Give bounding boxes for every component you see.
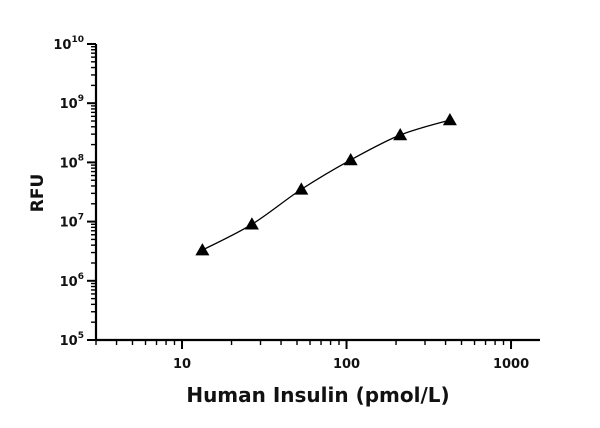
x-tick-label: 100: [333, 357, 360, 372]
x-tick-label: 10: [173, 357, 191, 372]
x-tick-label: 1000: [493, 357, 529, 372]
tick-labels: 10 100 1000 105 106 107 108 109 1010: [53, 35, 529, 372]
y-tick-label: 106: [60, 272, 84, 290]
data-point: [393, 128, 408, 141]
y-tick-label: 109: [60, 94, 84, 112]
fit-curve: [202, 119, 451, 251]
data-point: [442, 113, 457, 126]
y-tick-label: 107: [60, 213, 84, 231]
y-tick-label: 105: [60, 331, 84, 349]
data-point: [343, 152, 358, 166]
data-points: [195, 113, 457, 256]
y-axis-title: RFU: [28, 174, 48, 213]
y-tick-label: 108: [60, 153, 84, 171]
x-axis-title: Human Insulin (pmol/L): [186, 383, 449, 407]
axes: [87, 43, 540, 349]
data-point: [195, 243, 210, 256]
fit-curve-layer: [202, 119, 451, 251]
y-tick-label: 1010: [53, 35, 84, 53]
data-point: [244, 217, 259, 230]
data-point: [294, 182, 309, 195]
